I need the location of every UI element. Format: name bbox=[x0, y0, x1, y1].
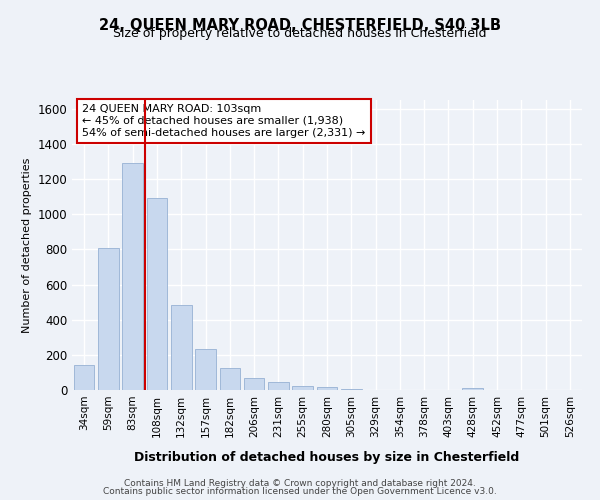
Y-axis label: Number of detached properties: Number of detached properties bbox=[22, 158, 32, 332]
Bar bbox=[122, 164, 143, 390]
Text: 24 QUEEN MARY ROAD: 103sqm
← 45% of detached houses are smaller (1,938)
54% of s: 24 QUEEN MARY ROAD: 103sqm ← 45% of deta… bbox=[82, 104, 365, 138]
Text: Contains HM Land Registry data © Crown copyright and database right 2024.: Contains HM Land Registry data © Crown c… bbox=[124, 478, 476, 488]
Bar bbox=[268, 382, 289, 390]
Text: 24, QUEEN MARY ROAD, CHESTERFIELD, S40 3LB: 24, QUEEN MARY ROAD, CHESTERFIELD, S40 3… bbox=[99, 18, 501, 32]
Bar bbox=[341, 388, 362, 390]
Bar bbox=[292, 386, 313, 390]
Bar bbox=[463, 388, 483, 390]
Text: Contains public sector information licensed under the Open Government Licence v3: Contains public sector information licen… bbox=[103, 487, 497, 496]
Bar bbox=[244, 378, 265, 390]
Text: Size of property relative to detached houses in Chesterfield: Size of property relative to detached ho… bbox=[113, 28, 487, 40]
Bar bbox=[171, 305, 191, 390]
Bar bbox=[146, 198, 167, 390]
Bar bbox=[74, 366, 94, 390]
Bar bbox=[317, 388, 337, 390]
Bar bbox=[220, 368, 240, 390]
X-axis label: Distribution of detached houses by size in Chesterfield: Distribution of detached houses by size … bbox=[134, 451, 520, 464]
Bar bbox=[195, 348, 216, 390]
Bar bbox=[98, 248, 119, 390]
